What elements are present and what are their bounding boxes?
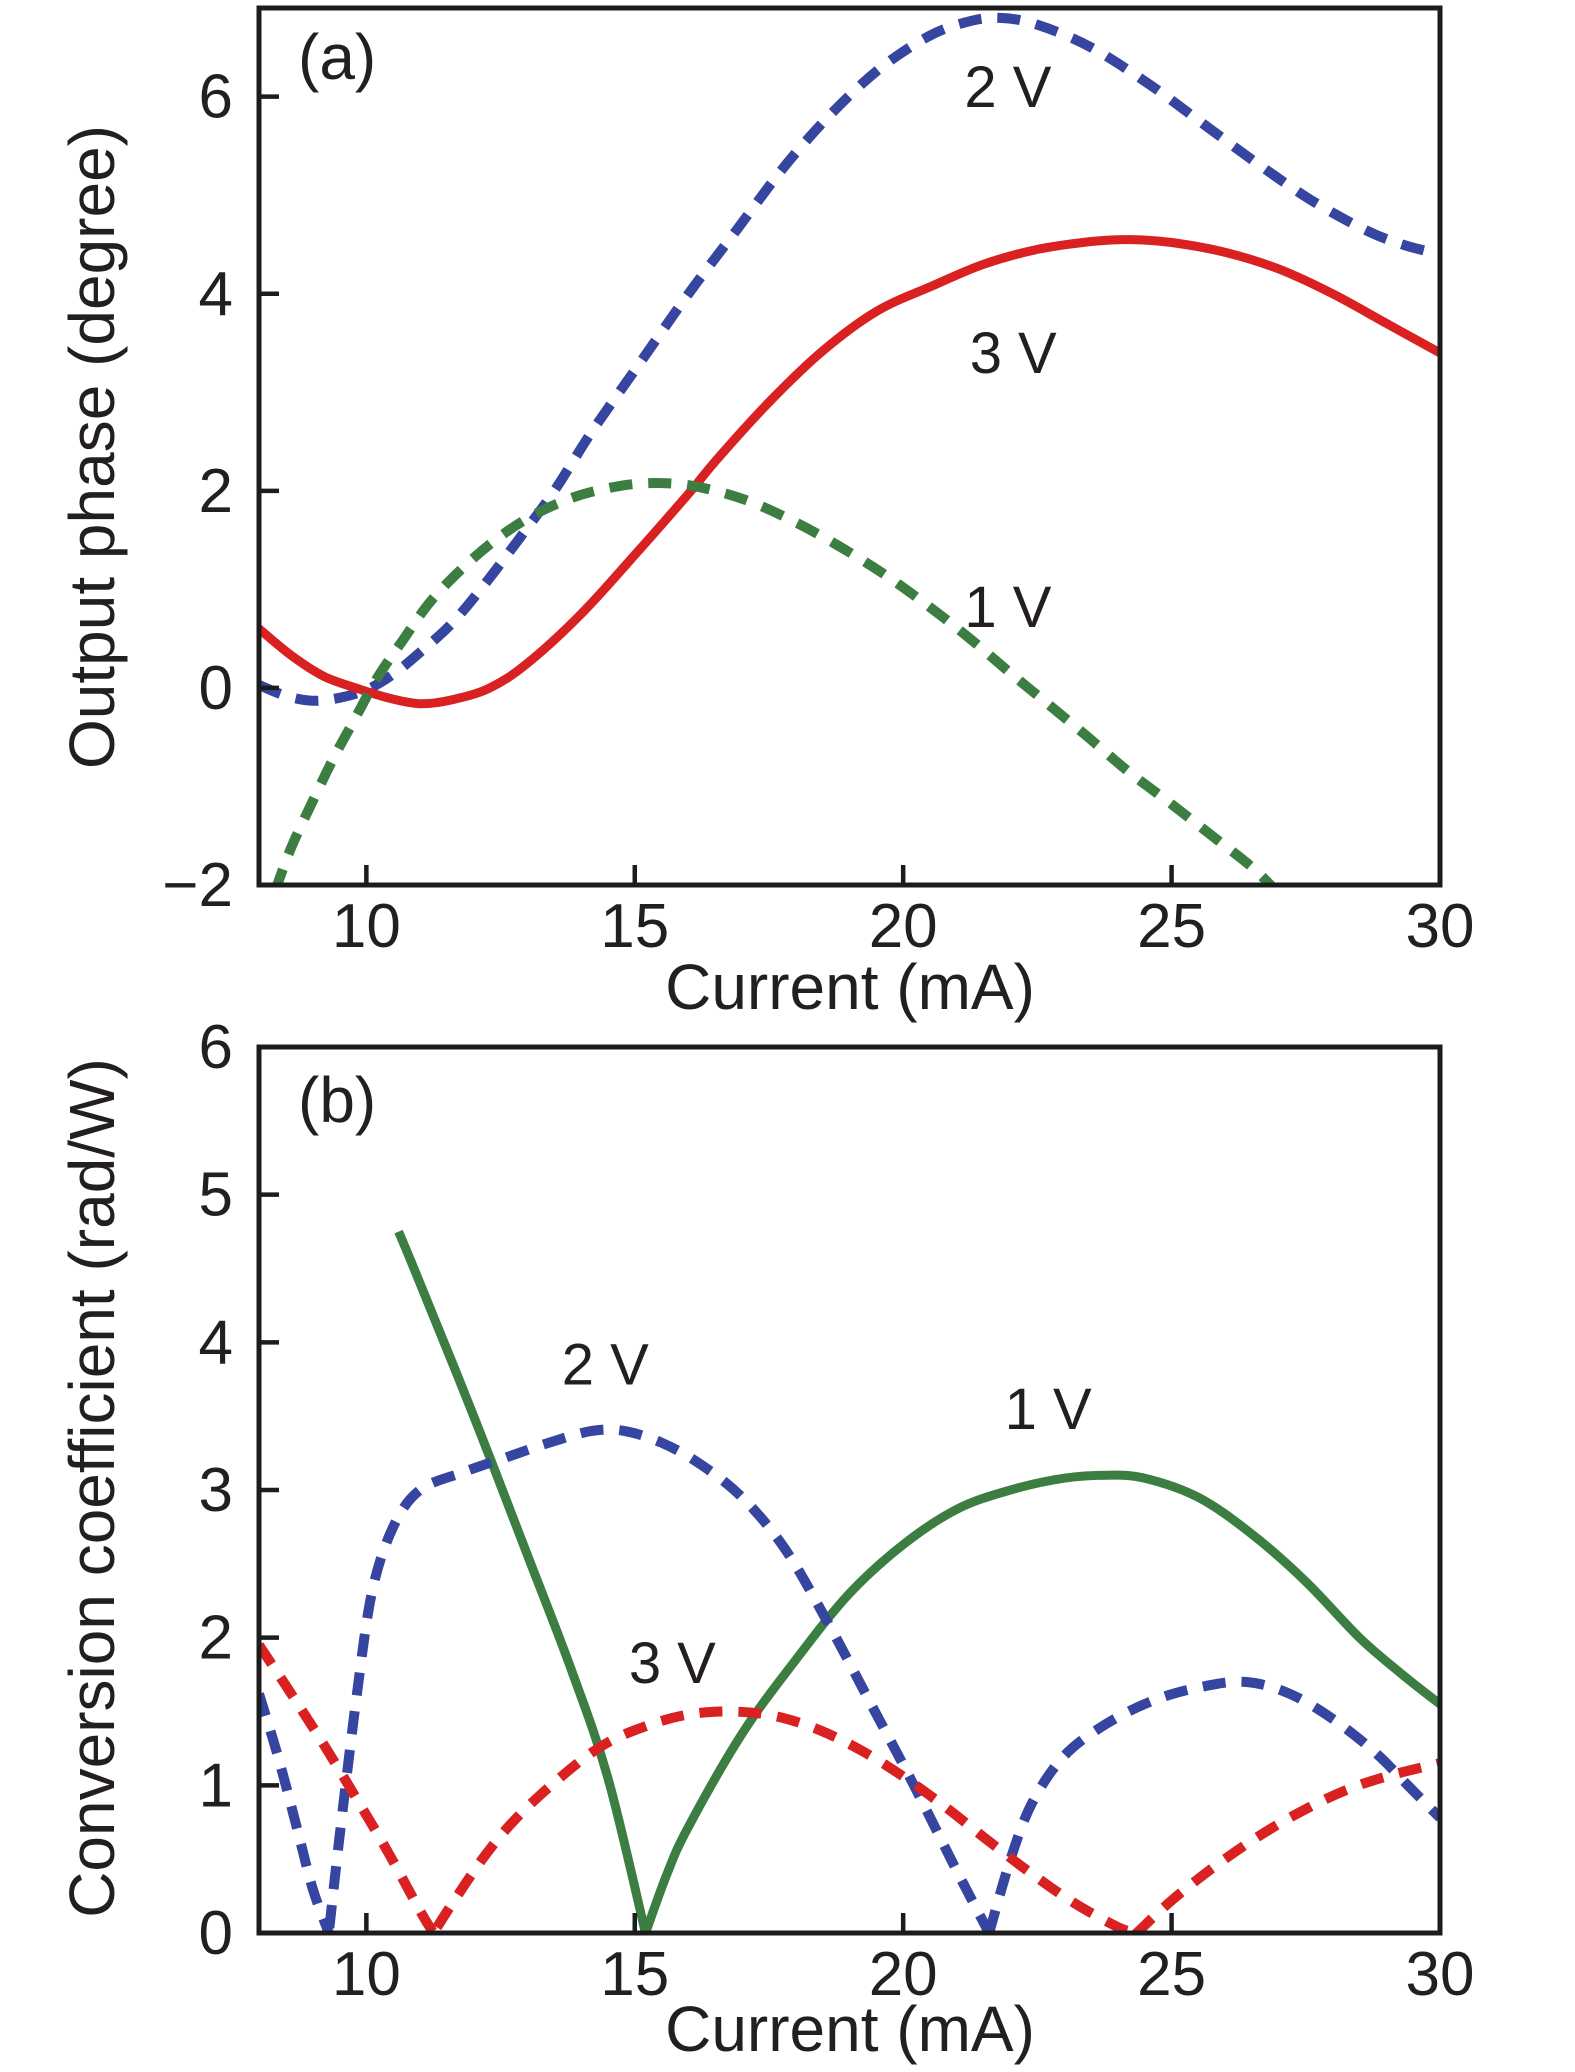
plot-border: [256, 1044, 1443, 1936]
y-tick-label: 5: [199, 1161, 233, 1230]
curve-label-3v: 3 V: [629, 1631, 716, 1696]
curve-3v: [259, 1642, 1440, 1933]
curve-2v: [259, 12, 1440, 706]
curve-label-1v: 1 V: [1005, 1377, 1092, 1442]
x-tick-label: 15: [600, 1940, 669, 2009]
x-tick-label: 10: [332, 892, 401, 961]
y-tick-label: 1: [199, 1751, 233, 1820]
x-tick-label: 30: [1406, 1940, 1475, 2009]
y-tick-label: 4: [199, 1308, 233, 1377]
y-tick-label: 0: [199, 1899, 233, 1968]
x-tick-label: 25: [1137, 892, 1206, 961]
x-tick-label: 25: [1137, 1940, 1206, 2009]
y-tick-label: 4: [199, 260, 233, 329]
curve-label-3v: 3 V: [970, 321, 1057, 386]
curve-label-1v: 1 V: [964, 575, 1051, 640]
curve-label-2v: 2 V: [562, 1332, 649, 1397]
panel-a-yaxis-title: Output phase (degree): [56, 125, 128, 769]
panel-a-label: (a): [298, 21, 377, 93]
y-tick-label: 2: [199, 457, 233, 526]
series-group: [259, 1229, 1440, 1933]
curve-3v: [259, 235, 1440, 709]
x-tick-label: 20: [869, 1940, 938, 2009]
x-tick-label: 10: [332, 1940, 401, 2009]
x-tick-label: 15: [600, 892, 669, 961]
panel-b-xaxis-title: Current (mA): [665, 1993, 1035, 2065]
y-tick-label: −2: [162, 851, 233, 920]
panel-b-label: (b): [298, 1064, 377, 1136]
panel-b: 10 15 20 25 30 0 1 2 3 4 5 6 2 V 3 V 1 V: [199, 1013, 1475, 2009]
plot-border: [256, 5, 1443, 888]
x-tick-label: 20: [869, 892, 938, 961]
panel-a: 10 15 20 25 30 −2 0 2 4 6 2 V 3 V 1 V: [162, 5, 1475, 961]
curve-1v: [394, 1229, 1440, 1933]
panel-a-xaxis-title: Current (mA): [665, 951, 1035, 1023]
y-tick-label: 6: [199, 63, 233, 132]
x-tick-label: 30: [1406, 892, 1475, 961]
curve-label-2v: 2 V: [964, 55, 1051, 120]
y-tick-label: 0: [199, 654, 233, 723]
curve-1v: [271, 478, 1278, 885]
curve-2v: [259, 1424, 1440, 1933]
y-tick-label: 2: [199, 1604, 233, 1673]
panel-b-yaxis-title: Conversion coefficient (rad/W): [56, 1058, 128, 1918]
y-tick-label: 3: [199, 1456, 233, 1525]
y-tick-label: 6: [199, 1013, 233, 1082]
series-group: [259, 12, 1440, 885]
